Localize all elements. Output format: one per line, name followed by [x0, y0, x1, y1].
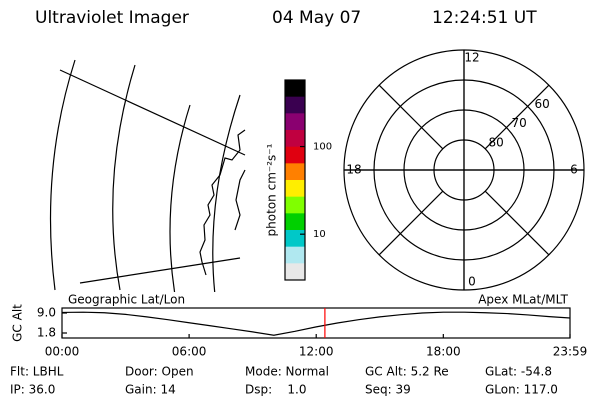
alt-line	[61, 311, 571, 336]
status-field: Seq: 39	[365, 383, 411, 397]
status-field: Mode: Normal	[245, 365, 329, 379]
y-tick-label: 9.0	[37, 306, 56, 320]
color-swatch	[285, 213, 305, 231]
mlt-label: 12	[464, 51, 479, 65]
alt-plot: 1.8 9.0 00:00 06:00 12:00 18:00 23:59	[37, 306, 587, 359]
status-field: Dsp: 1.0	[245, 383, 307, 397]
mlt-label: 18	[346, 163, 361, 177]
coastline	[199, 129, 246, 276]
meridian	[169, 104, 191, 292]
x-tick-label: 23:59	[553, 345, 588, 359]
color-swatch	[285, 80, 305, 98]
map-label: Apex MLat/MLT	[478, 293, 568, 307]
meridian	[112, 64, 136, 291]
coastline	[234, 169, 246, 231]
color-swatch	[285, 130, 305, 148]
mlt-line	[484, 190, 550, 256]
y-tick-label: 1.8	[37, 326, 56, 340]
color-swatch	[285, 146, 305, 164]
status-field: IP: 36.0	[10, 383, 55, 397]
map-lines	[49, 59, 246, 292]
mlt-line	[378, 84, 444, 150]
meridian	[49, 59, 76, 291]
status-field: Gain: 14	[125, 383, 176, 397]
mlt-label: 0	[468, 275, 476, 289]
parallel	[59, 69, 246, 156]
color-swatch	[285, 263, 305, 281]
color-swatch	[285, 196, 305, 214]
date: 04 May 07	[272, 8, 361, 28]
x-tick-label: 18:00	[426, 345, 461, 359]
lat-label: 60	[534, 97, 549, 111]
status-field: GLon: 117.0	[485, 383, 558, 397]
colorbar-tick-label: 100	[313, 142, 332, 153]
lat-label: 80	[489, 136, 504, 150]
x-tick-label: 12:00	[299, 345, 334, 359]
status-field: GC Alt: 5.2 Re	[365, 365, 449, 379]
color-swatch	[285, 113, 305, 131]
title: Ultraviolet Imager	[35, 8, 189, 28]
lat-label: 70	[512, 116, 527, 130]
color-swatch	[285, 163, 305, 181]
color-swatch	[285, 180, 305, 198]
footer: Flt: LBHL Door: Open Mode: Normal GC Alt: 5…	[10, 365, 558, 397]
mlt-label: 6	[570, 163, 578, 177]
color-swatch	[285, 230, 305, 248]
colorbar-label: photon cm⁻²s⁻¹	[265, 143, 279, 236]
x-tick-label: 00:00	[45, 345, 80, 359]
mlt-line	[378, 190, 444, 256]
meridian	[212, 94, 241, 292]
parallel	[79, 257, 241, 284]
map-label: Geographic Lat/Lon	[68, 293, 185, 307]
y-axis-label: GC Alt	[11, 304, 25, 342]
time: 12:24:51 UT	[432, 8, 537, 28]
status-field: GLat: -54.8	[485, 365, 552, 379]
x-tick-label: 06:00	[172, 345, 207, 359]
color-swatch	[285, 246, 305, 264]
colorbar: 10 100	[284, 79, 332, 281]
colorbar-tick-label: 10	[313, 229, 326, 240]
status-field: Door: Open	[125, 365, 194, 379]
color-swatch	[285, 96, 305, 114]
status-field: Flt: LBHL	[10, 365, 64, 379]
colorbar-frame	[284, 79, 306, 281]
mlt-line	[484, 84, 550, 150]
